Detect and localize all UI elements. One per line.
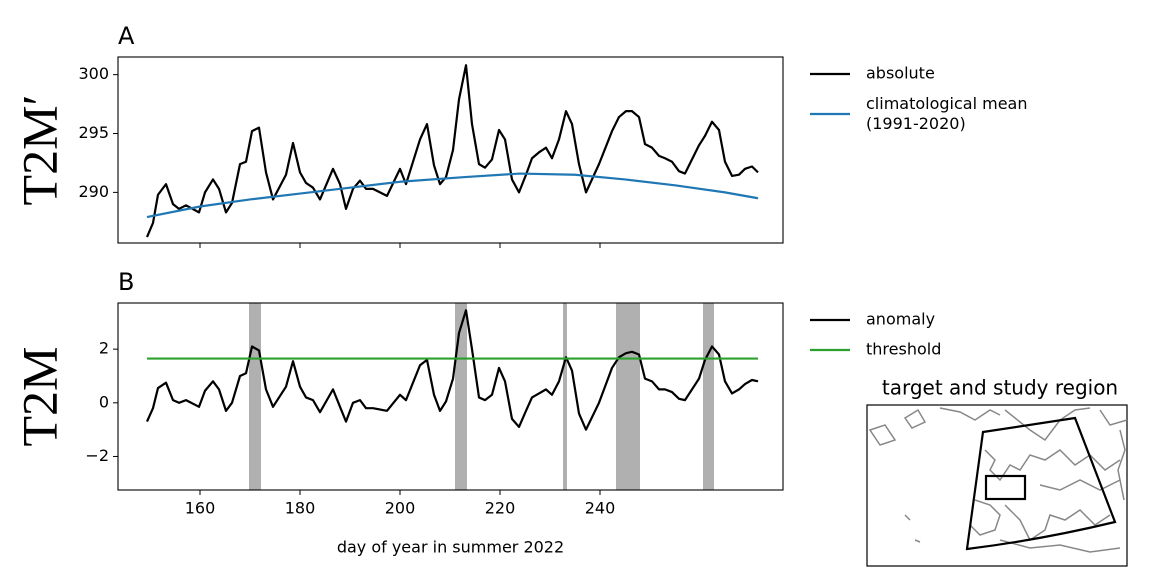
y-tick-label: 300	[78, 64, 109, 83]
legend-label: anomaly	[866, 310, 935, 329]
y-tick-label: −2	[85, 446, 109, 465]
panel-label: A	[118, 22, 135, 50]
target-region	[984, 474, 1027, 501]
y-tick-label: 295	[78, 123, 109, 142]
x-tick-label: 220	[485, 499, 516, 518]
series-line	[146, 172, 759, 219]
map-title: target and study region	[882, 376, 1118, 400]
shaded-span	[616, 303, 640, 490]
legend-label: absolute	[866, 64, 935, 83]
series-line	[145, 64, 759, 238]
y-axis-label: T2M′	[11, 95, 67, 206]
study-region	[965, 416, 1117, 551]
legend-label: threshold	[866, 340, 941, 359]
y-tick-label: 2	[99, 339, 109, 358]
x-tick-label: 200	[385, 499, 416, 518]
shaded-span	[249, 303, 261, 490]
shaded-span	[703, 303, 714, 490]
map-inset: target and study region	[866, 376, 1128, 567]
map-frame	[866, 404, 1128, 567]
shaded-span	[563, 303, 567, 490]
shaded-span	[455, 303, 467, 490]
panel-label: B	[118, 268, 134, 296]
plot-frame	[117, 56, 784, 244]
legend-label: climatological mean (1991-2020)	[866, 94, 1027, 133]
y-tick-label: 290	[78, 182, 109, 201]
series-line	[145, 309, 759, 431]
x-axis-label: day of year in summer 2022	[337, 538, 564, 557]
x-tick-label: 240	[585, 499, 616, 518]
x-tick-label: 180	[285, 499, 316, 518]
y-tick-label: 0	[99, 392, 109, 411]
x-tick-label: 160	[185, 499, 216, 518]
plot-frame	[117, 302, 784, 491]
y-axis-label: T2M	[11, 347, 67, 447]
